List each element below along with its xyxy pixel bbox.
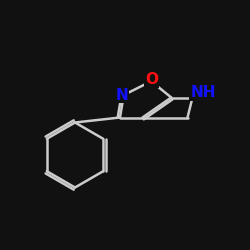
Text: NH: NH [190,85,216,100]
Text: N: N [116,88,128,102]
Text: O: O [145,72,158,87]
